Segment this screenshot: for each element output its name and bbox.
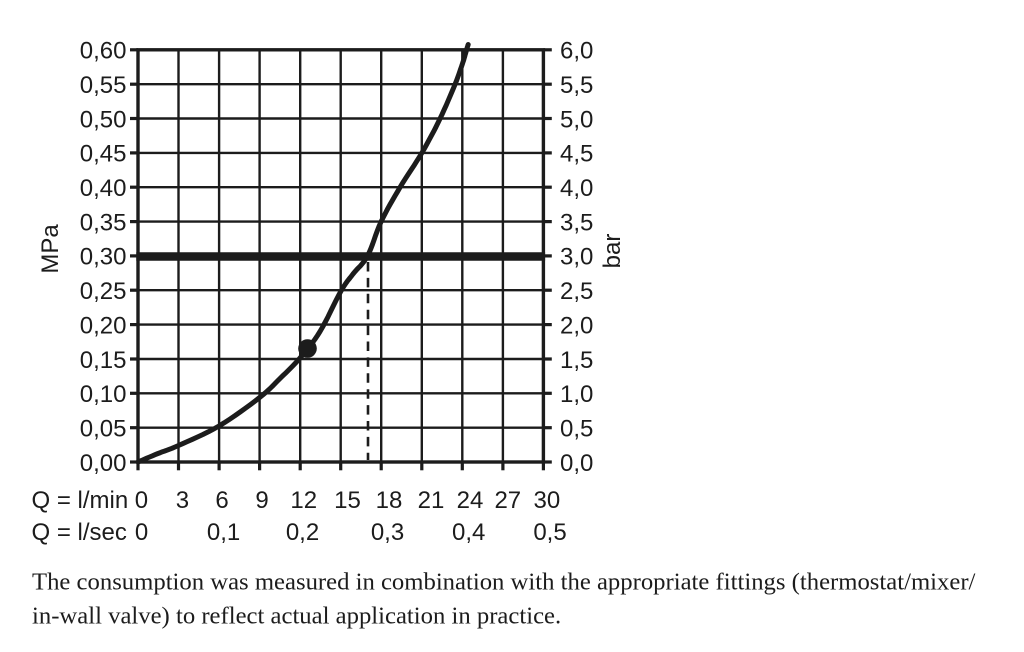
svg-text:Q = l/sec: Q = l/sec	[32, 519, 127, 546]
svg-text:0,35: 0,35	[80, 209, 127, 236]
svg-text:The consumption was measured i: The consumption was measured in combinat…	[32, 569, 976, 596]
svg-text:30: 30	[534, 487, 561, 514]
svg-text:0: 0	[135, 487, 148, 514]
svg-text:0,4: 0,4	[452, 519, 485, 546]
svg-text:0: 0	[135, 519, 148, 546]
svg-text:5,5: 5,5	[560, 72, 593, 99]
svg-text:0,55: 0,55	[80, 72, 127, 99]
svg-text:18: 18	[376, 487, 403, 514]
svg-text:6: 6	[215, 487, 228, 514]
svg-text:0,3: 0,3	[371, 519, 404, 546]
svg-text:0,45: 0,45	[80, 141, 127, 168]
svg-text:0,0: 0,0	[560, 450, 593, 477]
svg-text:27: 27	[494, 487, 521, 514]
svg-text:24: 24	[457, 487, 484, 514]
svg-text:0,25: 0,25	[80, 278, 127, 305]
svg-text:4,5: 4,5	[560, 141, 593, 168]
svg-text:1,0: 1,0	[560, 381, 593, 408]
svg-text:12: 12	[290, 487, 317, 514]
svg-text:0,30: 0,30	[80, 244, 127, 271]
svg-text:0,2: 0,2	[286, 519, 319, 546]
svg-text:1,5: 1,5	[560, 347, 593, 374]
svg-text:0,15: 0,15	[80, 347, 127, 374]
svg-text:in-wall valve) to reflect actu: in-wall valve) to reflect actual applica…	[32, 602, 561, 629]
svg-text:0,20: 0,20	[80, 312, 127, 339]
svg-text:0,00: 0,00	[80, 450, 127, 477]
svg-text:9: 9	[255, 487, 268, 514]
svg-text:0,40: 0,40	[80, 175, 127, 202]
svg-text:6,0: 6,0	[560, 38, 593, 65]
svg-text:0,1: 0,1	[207, 519, 240, 546]
svg-text:21: 21	[418, 487, 445, 514]
svg-text:4,0: 4,0	[560, 175, 593, 202]
svg-text:5,0: 5,0	[560, 106, 593, 133]
svg-text:0,5: 0,5	[533, 519, 566, 546]
svg-text:MPa: MPa	[37, 224, 64, 274]
svg-text:3,5: 3,5	[560, 209, 593, 236]
svg-text:Q = l/min: Q = l/min	[32, 487, 129, 514]
svg-text:0,10: 0,10	[80, 381, 127, 408]
svg-text:0,05: 0,05	[80, 416, 127, 443]
svg-text:2,5: 2,5	[560, 278, 593, 305]
svg-text:3: 3	[176, 487, 189, 514]
svg-text:0,5: 0,5	[560, 416, 593, 443]
svg-text:bar: bar	[599, 234, 626, 269]
svg-text:0,60: 0,60	[80, 38, 127, 65]
svg-text:2,0: 2,0	[560, 312, 593, 339]
svg-text:0,50: 0,50	[80, 106, 127, 133]
svg-text:3,0: 3,0	[560, 244, 593, 271]
svg-text:15: 15	[334, 487, 361, 514]
